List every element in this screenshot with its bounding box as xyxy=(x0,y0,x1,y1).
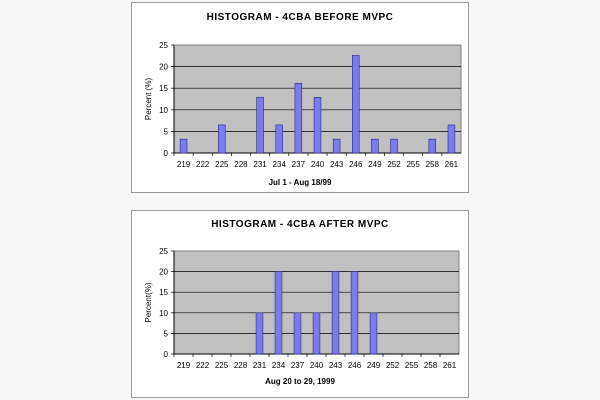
y-tick-label: 10 xyxy=(159,106,168,115)
x-tick-label: 246 xyxy=(349,160,363,169)
x-tick-label: 252 xyxy=(386,361,400,370)
y-axis-title: Percent(%) xyxy=(144,282,153,322)
y-tick-label: 20 xyxy=(159,63,168,72)
x-tick-label: 222 xyxy=(196,361,210,370)
bar-231 xyxy=(256,96,264,154)
x-axis-title: Aug 20 to 29, 1999 xyxy=(265,377,335,386)
x-tick-label: 258 xyxy=(424,361,438,370)
bar-261 xyxy=(447,124,456,154)
x-tick-label: 258 xyxy=(426,160,440,169)
bar-237 xyxy=(294,83,303,154)
histogram-after-chart: HISTOGRAM - 4CBA AFTER MVPC 0 5 10 15 20 25 21… xyxy=(131,210,469,398)
x-tick-label: 240 xyxy=(310,361,324,370)
bar-234 xyxy=(275,124,283,154)
y-tick-label: 20 xyxy=(159,268,168,277)
bar-246 xyxy=(350,271,359,355)
x-tick-label: 234 xyxy=(273,160,287,169)
bar-243 xyxy=(332,138,341,154)
x-tick-label: 234 xyxy=(272,361,286,370)
x-tick-label: 237 xyxy=(291,361,305,370)
chart-title: HISTOGRAM - 4CBA AFTER MVPC xyxy=(211,219,389,230)
x-tick-label: 228 xyxy=(234,361,248,370)
y-tick-label: 5 xyxy=(164,329,169,338)
histogram-before-chart: HISTOGRAM - 4CBA BEFORE MVPC 0 5 10 15 20 25 2… xyxy=(131,2,469,193)
bar-231 xyxy=(255,312,264,355)
chart-title: HISTOGRAM - 4CBA BEFORE MVPC xyxy=(206,12,394,23)
y-tick-label: 15 xyxy=(159,84,168,93)
y-tick-label: 25 xyxy=(159,247,168,256)
x-tick-label: 225 xyxy=(215,160,229,169)
bar-240 xyxy=(312,312,321,355)
bar-240 xyxy=(313,96,322,154)
bar-249 xyxy=(369,312,378,355)
x-tick-label: 240 xyxy=(311,160,325,169)
x-tick-label: 243 xyxy=(330,160,344,169)
y-tick-label: 25 xyxy=(159,41,168,50)
y-tick-label: 10 xyxy=(159,309,168,318)
x-tick-label: 261 xyxy=(443,361,457,370)
histogram-after-plot: 0 5 10 15 20 25 219 222 225 228 231 234 237 240 243 246… xyxy=(144,247,460,370)
y-tick-label: 0 xyxy=(164,350,169,359)
bar-225 xyxy=(218,124,226,154)
bar-237 xyxy=(293,312,302,355)
x-tick-label: 249 xyxy=(367,361,381,370)
x-tick-label: 222 xyxy=(196,160,210,169)
y-tick-label: 15 xyxy=(159,288,168,297)
x-tick-label: 225 xyxy=(215,361,229,370)
x-axis-title: Jul 1 - Aug 18/99 xyxy=(268,178,332,187)
histogram-before-plot: 0 5 10 15 20 25 219 222 225 228 231 234 237 240 243 246… xyxy=(144,41,462,169)
x-tick-label: 249 xyxy=(368,160,382,169)
y-tick-label: 0 xyxy=(164,149,169,158)
x-tick-label: 228 xyxy=(234,160,248,169)
x-tick-label: 219 xyxy=(177,160,191,169)
bar-249 xyxy=(371,138,379,154)
x-tick-label: 231 xyxy=(253,160,267,169)
bar-219 xyxy=(179,138,188,154)
x-tick-label: 255 xyxy=(405,361,419,370)
bar-246 xyxy=(352,55,360,154)
x-tick-label: 237 xyxy=(292,160,306,169)
bar-252 xyxy=(390,138,398,154)
x-tick-label: 255 xyxy=(406,160,420,169)
x-tick-label: 219 xyxy=(177,361,191,370)
y-axis-title: Percent (%) xyxy=(144,78,153,121)
x-tick-label: 252 xyxy=(387,160,401,169)
x-tick-label: 243 xyxy=(329,361,343,370)
x-tick-label: 231 xyxy=(253,361,267,370)
bar-243 xyxy=(331,271,340,355)
x-tick-label: 261 xyxy=(445,160,459,169)
y-tick-label: 5 xyxy=(164,127,169,136)
x-tick-label: 246 xyxy=(348,361,362,370)
bar-234 xyxy=(274,271,283,355)
bar-258 xyxy=(428,138,437,154)
